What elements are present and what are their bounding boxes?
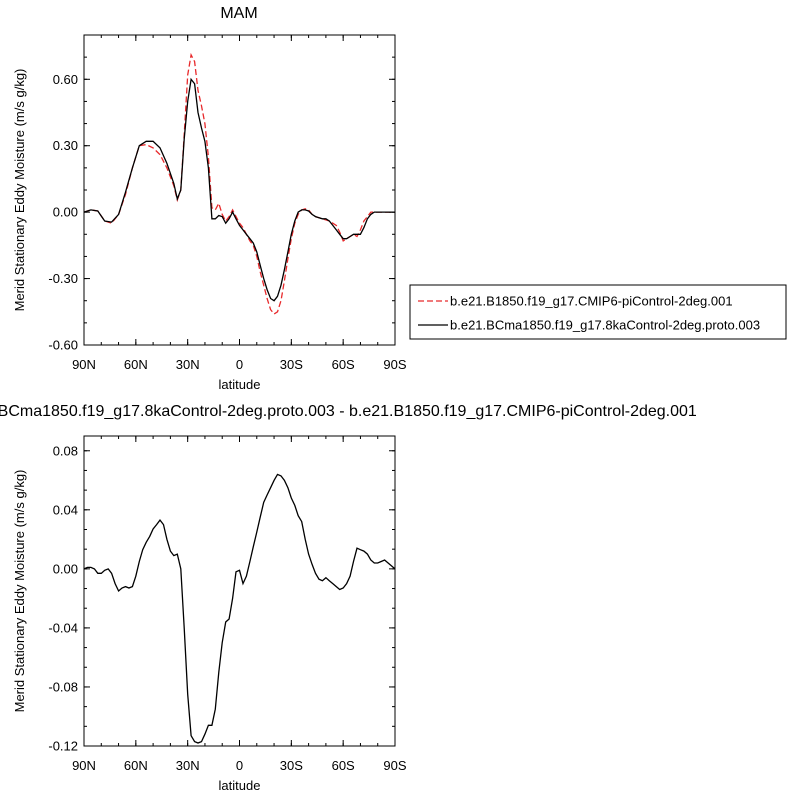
bottom-panel-plot: b.e21.BCma1850.f19_g17.8kaControl-2deg.p… [0, 403, 697, 793]
y-tick-label: -0.30 [48, 271, 78, 286]
x-tick-label: 30S [280, 357, 303, 372]
x-tick-label: 0 [236, 758, 243, 773]
plot-frame [83, 34, 396, 346]
series-line-1 [83, 52, 395, 315]
legend-label-1: b.e21.B1850.f19_g17.CMIP6-piControl-2deg… [450, 294, 733, 309]
y-tick-label: 0.04 [53, 502, 78, 517]
y-tick-label: -0.60 [48, 338, 78, 353]
y-tick-label: -0.08 [48, 679, 78, 694]
x-axis-label: latitude [219, 778, 261, 793]
legend-label-2: b.e21.BCma1850.f19_g17.8kaControl-2deg.p… [450, 318, 760, 333]
x-tick-label: 30N [176, 357, 200, 372]
x-tick-label: 90S [383, 357, 406, 372]
x-tick-label: 30N [176, 758, 200, 773]
x-tick-label: 90N [72, 357, 96, 372]
y-tick-label: 0.60 [53, 72, 78, 87]
y-tick-label: 0.30 [53, 138, 78, 153]
y-axis-label: Merid Stationary Eddy Moisture (m/s g/kg… [12, 470, 27, 713]
chart-title: MAM [220, 5, 257, 22]
y-tick-label: -0.04 [48, 620, 78, 635]
y-tick-label: -0.12 [48, 739, 78, 754]
top-panel-plot: MAM -0.60 -0.30 0.00 0.30 0.60 90N 60N 30N 0 30S 60… [12, 5, 407, 392]
legend: b.e21.B1850.f19_g17.CMIP6-piControl-2deg… [409, 284, 787, 340]
series-line-1 [83, 473, 396, 744]
x-tick-label: 60S [332, 758, 355, 773]
x-tick-label: 90S [383, 758, 406, 773]
x-tick-label: 60S [332, 357, 355, 372]
y-tick-label: 0.08 [53, 443, 78, 458]
plot-frame [83, 435, 396, 747]
legend-box [409, 284, 787, 340]
x-tick-label: 30S [280, 758, 303, 773]
y-axis-label: Merid Stationary Eddy Moisture (m/s g/kg… [12, 69, 27, 312]
chart-title: b.e21.BCma1850.f19_g17.8kaControl-2deg.p… [0, 403, 697, 420]
x-tick-label: 0 [236, 357, 243, 372]
series-line-2 [83, 77, 395, 302]
y-tick-label: 0.00 [53, 205, 78, 220]
x-tick-label: 90N [72, 758, 96, 773]
x-tick-label: 60N [124, 758, 148, 773]
x-tick-label: 60N [124, 357, 148, 372]
x-axis-label: latitude [219, 377, 261, 392]
y-tick-label: 0.00 [53, 561, 78, 576]
